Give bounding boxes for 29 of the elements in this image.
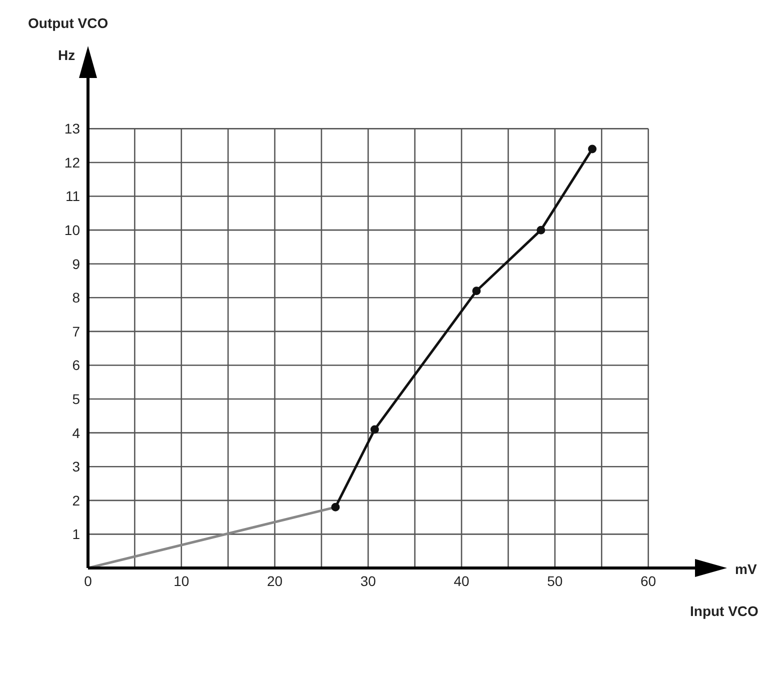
- text: Hz: [58, 47, 76, 63]
- point: [536, 226, 546, 234]
- text: Output VCO: [28, 15, 108, 31]
- y-tick-label: 11: [65, 188, 80, 204]
- point: [472, 286, 481, 296]
- y-tick-label: 3: [72, 458, 80, 475]
- y-tick-label: 1: [72, 526, 80, 542]
- x-tick-label: 10: [174, 572, 190, 589]
- y-tick-label: 7: [72, 323, 80, 340]
- y-tick-label: 13: [64, 120, 80, 137]
- text: mV: [735, 561, 758, 577]
- x-tick-label: 60: [640, 572, 656, 589]
- y-tick-label: 9: [72, 256, 80, 272]
- y-tick-label: 6: [72, 357, 80, 374]
- x-tick-label: 20: [266, 572, 283, 589]
- point: [588, 144, 597, 154]
- point: [370, 425, 379, 434]
- x-tick-label: 30: [360, 572, 376, 589]
- y-tick-label: 5: [72, 391, 80, 408]
- point: [331, 502, 340, 512]
- y-tick-label: 2: [72, 492, 80, 508]
- x-axis-title: Input VCO: [690, 603, 759, 619]
- x-tick-label: 0: [84, 572, 92, 589]
- y-tick-label: 4: [72, 424, 80, 441]
- y-tick-label: 12: [64, 154, 80, 170]
- x-tick-label: 40: [454, 572, 470, 589]
- y-tick-label: 8: [72, 290, 80, 306]
- x-tick-label: 50: [547, 572, 563, 589]
- y-tick-label: 10: [64, 222, 80, 238]
